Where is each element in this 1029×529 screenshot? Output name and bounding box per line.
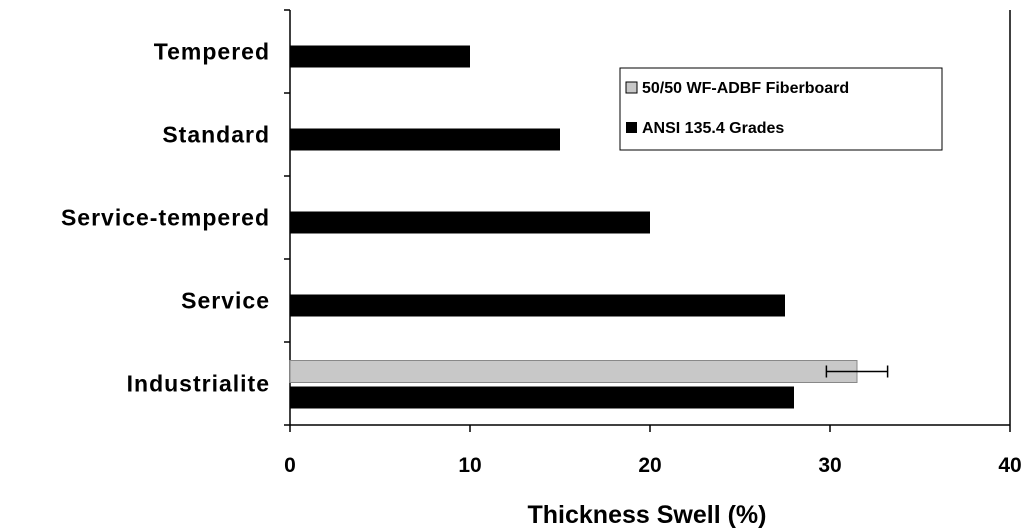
category-label: Service <box>181 288 270 314</box>
legend-box <box>619 67 943 151</box>
x-tick-label: 20 <box>638 454 661 477</box>
bar-ansi <box>290 128 560 151</box>
legend: 50/50 WF-ADBF Fiberboard ANSI 135.4 Grad… <box>619 67 943 151</box>
legend-swatch-fiberboard <box>625 81 638 94</box>
y-ticks-group: Tempered Standard Service-tempered Service I… <box>61 9 290 426</box>
plot-area: Tempered Standard Service-tempered Service I… <box>61 9 1022 477</box>
x-axis-title: Thickness Swell (%) <box>528 501 767 529</box>
bar-ansi <box>290 386 794 409</box>
category-label: Industrialite <box>127 371 270 397</box>
x-tick-label: 30 <box>818 454 841 477</box>
x-tick-label: 10 <box>458 454 481 477</box>
category-label: Tempered <box>154 39 270 65</box>
x-ticks-group: 0 10 20 30 40 <box>284 425 1022 477</box>
bars-group <box>289 45 889 409</box>
bar-ansi <box>290 45 470 68</box>
bar-fiberboard <box>289 360 858 383</box>
bar-ansi <box>290 211 650 234</box>
legend-label-fiberboard: 50/50 WF-ADBF Fiberboard <box>642 80 849 97</box>
category-label: Service-tempered <box>61 205 270 231</box>
x-tick-label: 0 <box>284 454 296 477</box>
x-tick-label: 40 <box>998 454 1021 477</box>
bar-ansi <box>290 294 785 317</box>
legend-swatch-ansi <box>626 122 637 133</box>
legend-label-ansi: ANSI 135.4 Grades <box>642 120 784 137</box>
category-label: Standard <box>162 122 270 148</box>
